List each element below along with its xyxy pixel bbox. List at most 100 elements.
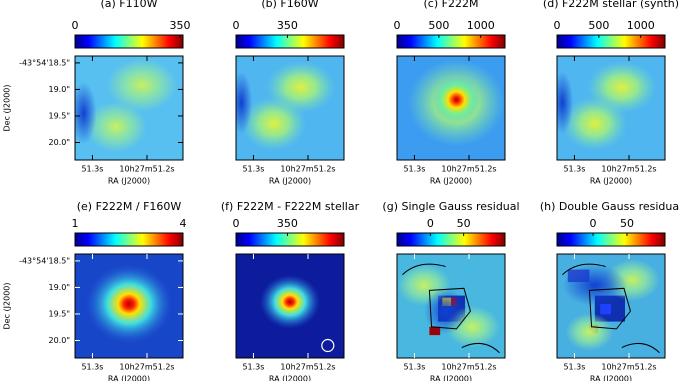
colorbar-tick-label: 0: [394, 19, 401, 32]
x-axis-label: RA (J2000): [430, 375, 472, 381]
y-tick-label: 20.0": [49, 336, 71, 345]
contour: [562, 263, 660, 354]
colorbar-tick-label: 0: [233, 217, 240, 230]
x-tick-label: 10h27m51.2s: [601, 165, 656, 174]
colorbar: [74, 232, 184, 247]
colorbar: [396, 34, 506, 49]
colorbar-tick-label: 1000: [627, 19, 655, 32]
panel-title: (h) Double Gauss residual: [540, 200, 680, 213]
y-tick-label: -43°54'18.5": [19, 256, 70, 265]
heatmap-image: [397, 254, 505, 358]
panel-title: (c) F222M: [424, 0, 479, 10]
colorbar-tick-label: 1: [72, 217, 79, 230]
image-frame: [235, 55, 345, 161]
colorbar-tick-label: 350: [277, 19, 298, 32]
x-tick-label: 10h27m51.2s: [441, 165, 496, 174]
beam: [321, 338, 335, 353]
x-tick-label: 51.3s: [563, 363, 585, 372]
colorbar-tick-label: 350: [170, 19, 191, 32]
image-blob: [85, 264, 173, 344]
x-axis-label: RA (J2000): [108, 375, 150, 381]
image-blob: [432, 76, 481, 123]
heatmap-image: [236, 254, 344, 358]
pixel-patch: [600, 303, 611, 315]
heatmap-image: [75, 254, 183, 358]
image-frame: [235, 253, 345, 359]
colorbar-tick-label: 50: [620, 217, 634, 230]
image-frame: [74, 253, 184, 359]
colorbar: [235, 232, 345, 247]
colorbar: [556, 232, 666, 247]
colorbar-tick-label: 350: [277, 217, 298, 230]
colorbar-tick-label: 0: [590, 217, 597, 230]
colorbar-tick-label: 0: [72, 19, 79, 32]
image-blob: [236, 71, 253, 134]
heatmap-image: [397, 56, 505, 160]
contour: [402, 263, 500, 354]
x-tick-label: 10h27m51.2s: [601, 363, 656, 372]
heatmap-image: [557, 56, 665, 160]
colorbar: [556, 34, 666, 49]
colorbar-tick-label: 50: [457, 217, 471, 230]
x-tick-label: 10h27m51.2s: [119, 165, 174, 174]
colorbar-tick-label: 500: [428, 19, 449, 32]
panel-title: (e) F222M / F160W: [77, 200, 182, 213]
image-blob: [85, 101, 147, 152]
colorbar: [396, 232, 506, 247]
x-axis-label: RA (J2000): [590, 177, 632, 186]
x-tick-label: 10h27m51.2s: [280, 363, 335, 372]
panel-title: (b) F160W: [261, 0, 318, 10]
image-blob: [241, 96, 307, 151]
image-frame: [556, 253, 666, 359]
heatmap-image: [236, 56, 344, 160]
y-tick-label: 19.5": [49, 111, 71, 120]
colorbar-tick-label: 500: [588, 19, 609, 32]
image-blob: [75, 82, 97, 145]
panel-title: (g) Single Gauss residual: [382, 200, 519, 213]
image-blob: [562, 96, 628, 151]
x-tick-label: 51.3s: [242, 165, 264, 174]
heatmap-image: [557, 254, 665, 358]
y-tick-label: 19.5": [49, 309, 71, 318]
image-blob: [259, 274, 321, 329]
x-axis-label: RA (J2000): [269, 375, 311, 381]
y-tick-label: 20.0": [49, 138, 71, 147]
y-tick-label: 19.0": [49, 85, 71, 94]
x-axis-label: RA (J2000): [430, 177, 472, 186]
colorbar-tick-label: 0: [554, 19, 561, 32]
x-tick-label: 10h27m51.2s: [441, 363, 496, 372]
x-tick-label: 51.3s: [81, 363, 103, 372]
x-tick-label: 10h27m51.2s: [119, 363, 174, 372]
x-axis-label: RA (J2000): [108, 177, 150, 186]
image-frame: [74, 55, 184, 161]
colorbar-tick-label: 4: [180, 217, 187, 230]
x-tick-label: 51.3s: [81, 165, 103, 174]
image-blob: [562, 264, 628, 307]
image-frame: [396, 55, 506, 161]
colorbar-tick-label: 0: [427, 217, 434, 230]
panel-title: (a) F110W: [100, 0, 157, 10]
heatmap-image: [75, 56, 183, 160]
y-axis-label: Dec (J2000): [3, 283, 12, 330]
x-tick-label: 51.3s: [403, 165, 425, 174]
colorbar: [235, 34, 345, 49]
image-frame: [396, 253, 506, 359]
colorbar-tick-label: 1000: [467, 19, 495, 32]
x-tick-label: 10h27m51.2s: [280, 165, 335, 174]
colorbar-tick-label: 0: [233, 19, 240, 32]
image-blob: [107, 59, 177, 112]
x-axis-label: RA (J2000): [269, 177, 311, 186]
x-tick-label: 51.3s: [242, 363, 264, 372]
panel-title: (f) F222M - F222M stellar: [221, 200, 360, 213]
y-tick-label: 19.0": [49, 283, 71, 292]
image-blob: [557, 71, 574, 134]
x-axis-label: RA (J2000): [590, 375, 632, 381]
panel-title: (d) F222M stellar (synth): [543, 0, 679, 10]
image-frame: [556, 55, 666, 161]
colorbar: [74, 34, 184, 49]
x-tick-label: 51.3s: [403, 363, 425, 372]
x-tick-label: 51.3s: [563, 165, 585, 174]
image-blob: [424, 288, 468, 335]
image-blob: [565, 313, 614, 351]
